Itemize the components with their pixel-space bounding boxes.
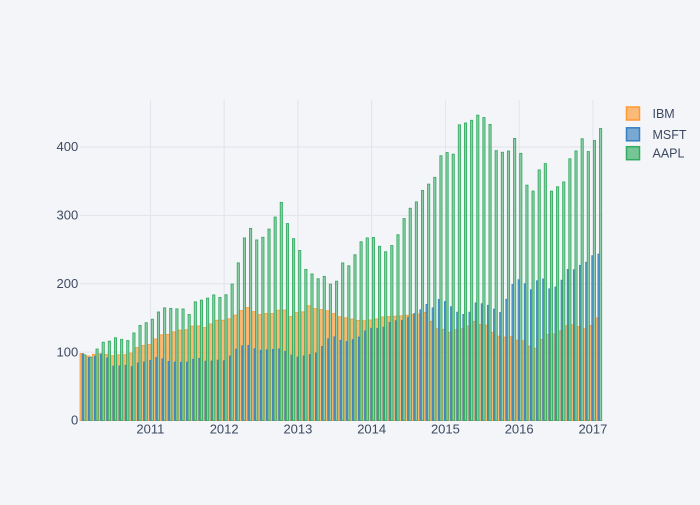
svg-text:MSFT: MSFT — [653, 128, 687, 142]
svg-text:2015: 2015 — [431, 422, 460, 437]
svg-text:2017: 2017 — [578, 422, 607, 437]
svg-text:2013: 2013 — [283, 422, 312, 437]
svg-text:2011: 2011 — [136, 422, 164, 437]
svg-text:400: 400 — [56, 139, 78, 154]
svg-text:2012: 2012 — [210, 422, 239, 437]
svg-text:200: 200 — [56, 276, 78, 291]
svg-text:2016: 2016 — [505, 422, 534, 437]
svg-text:2014: 2014 — [357, 422, 386, 437]
svg-text:IBM: IBM — [653, 107, 675, 121]
svg-text:0: 0 — [71, 413, 78, 428]
svg-text:300: 300 — [56, 208, 78, 223]
svg-text:AAPL: AAPL — [653, 147, 685, 161]
svg-text:100: 100 — [56, 344, 78, 359]
